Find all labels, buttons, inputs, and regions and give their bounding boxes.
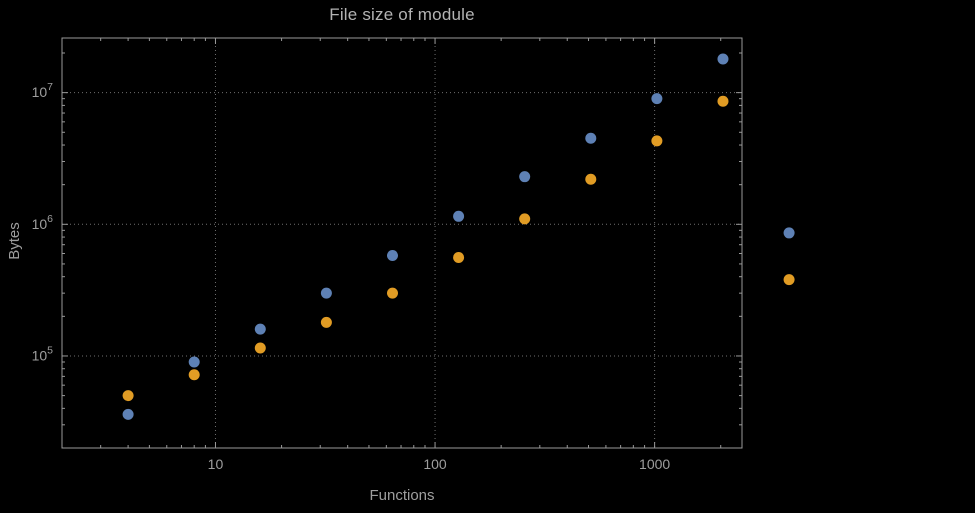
plot-frame [61,37,743,449]
data-point [386,249,398,261]
y-axis-label: Bytes [6,222,23,260]
y-tick-label: 106 [32,213,54,232]
data-point [320,287,332,299]
data-point [254,323,266,335]
data-point [188,369,200,381]
data-point [453,210,465,222]
gridlines [62,38,742,448]
chart-title: File size of module [329,5,475,24]
data-point [386,287,398,299]
data-point [254,342,266,354]
data-point [320,316,332,328]
data-point [122,408,134,420]
data-point [717,53,729,65]
data-point [188,356,200,368]
orange-series [122,95,795,402]
data-point [717,95,729,107]
data-point [122,390,134,402]
y-tick-label: 105 [32,344,54,363]
data-point [453,251,465,263]
y-tick-label: 107 [32,81,54,100]
data-point [783,274,795,286]
data-point [585,173,597,185]
data-point [519,213,531,225]
blue-series [122,53,795,420]
data-point [519,171,531,183]
data-point [651,93,663,105]
x-tick-label: 100 [423,456,447,472]
data-point [783,227,795,239]
x-tick-label: 1000 [639,456,670,472]
x-axis-label: Functions [369,487,435,504]
data-point [651,135,663,147]
data-point [585,132,597,144]
x-tick-label: 10 [208,456,224,472]
axis-ticks [61,38,742,449]
